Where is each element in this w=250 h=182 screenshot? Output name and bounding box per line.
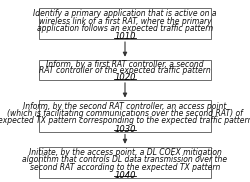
Text: 1010: 1010: [114, 32, 136, 41]
Text: Inform, by the second RAT controller, an access point: Inform, by the second RAT controller, an…: [23, 102, 227, 111]
FancyBboxPatch shape: [39, 100, 211, 132]
Text: expected TX pattern corresponding to the expected traffic pattern: expected TX pattern corresponding to the…: [0, 116, 250, 125]
Text: algorithm that controls DL data transmission over the: algorithm that controls DL data transmis…: [22, 155, 228, 164]
Text: (which is facilitating communications over the second RAT) of: (which is facilitating communications ov…: [7, 109, 243, 118]
Text: 1020: 1020: [114, 73, 136, 82]
Text: Initiate, by the access point, a DL COEX mitigation: Initiate, by the access point, a DL COEX…: [28, 148, 222, 157]
Text: wireless link of a first RAT, where the primary: wireless link of a first RAT, where the …: [39, 17, 211, 26]
Text: 1040: 1040: [114, 171, 136, 180]
Text: application follows an expected traffic pattern: application follows an expected traffic …: [37, 24, 213, 33]
Text: 1030: 1030: [114, 125, 136, 134]
Text: second RAT according to the expected TX pattern: second RAT according to the expected TX …: [30, 163, 220, 172]
FancyBboxPatch shape: [39, 8, 211, 39]
Text: RAT controller of the expected traffic pattern: RAT controller of the expected traffic p…: [39, 66, 211, 75]
Text: Inform, by a first RAT controller, a second: Inform, by a first RAT controller, a sec…: [46, 60, 204, 69]
FancyBboxPatch shape: [39, 147, 211, 178]
FancyBboxPatch shape: [39, 60, 211, 80]
Text: Identify a primary application that is active on a: Identify a primary application that is a…: [33, 9, 217, 18]
